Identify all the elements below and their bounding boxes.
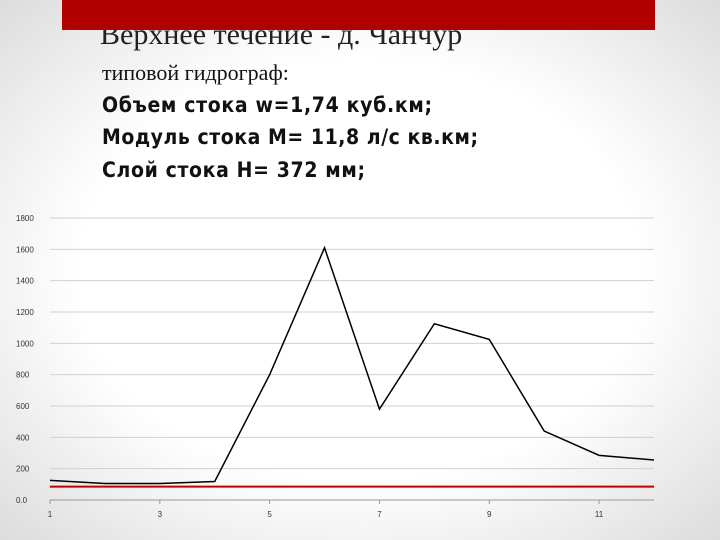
x-tick-label: 11: [595, 510, 604, 519]
x-tick-label: 1: [48, 510, 53, 519]
y-tick-label: 1400: [16, 277, 34, 286]
annotation: Модуль стока М= 11,8 л/с кв.км;: [102, 125, 478, 149]
data-line: [49, 245, 655, 485]
x-tick-label: 9: [487, 510, 492, 519]
subtitle: типовой гидрограф:: [102, 60, 289, 85]
y-tick-label: 1600: [16, 245, 34, 254]
header-bar: [62, 0, 655, 30]
plot: 0.0 200 400 600 800 1000 1200 1400 1600 1800 1 3 5 7 9…: [16, 214, 655, 519]
y-tick-label: 1200: [16, 308, 34, 317]
y-tick-label: 0.0: [16, 496, 28, 505]
x-tick-label: 7: [377, 510, 382, 519]
y-tick-label: 400: [16, 433, 30, 442]
x-tick-label: 3: [158, 510, 163, 519]
x-tick-label: 5: [267, 510, 272, 519]
y-tick-label: 600: [16, 402, 30, 411]
y-tick-label: 1800: [16, 214, 34, 223]
annotation: Объем стока w=1,74 куб.км;: [102, 93, 432, 117]
annotation: Слой стока Н= 372 мм;: [102, 158, 365, 182]
y-tick-label: 200: [16, 465, 30, 474]
y-tick-label: 800: [16, 371, 30, 380]
y-tick-label: 1000: [16, 339, 34, 348]
